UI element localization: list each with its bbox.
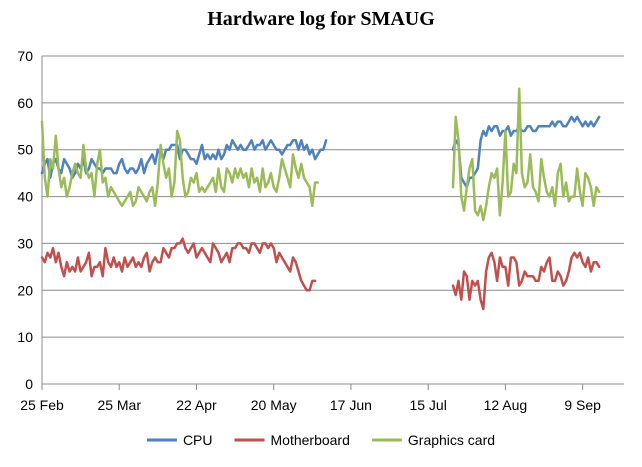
y-tick-label: 20 [17, 282, 33, 298]
legend-item-label: Motherboard [271, 432, 350, 448]
x-tick-label: 22 Apr [176, 397, 217, 413]
grid-lines [42, 55, 624, 338]
series-line-cpu [451, 115, 601, 189]
x-tick-label: 15 Jul [409, 397, 446, 413]
series-line-graphics-card [40, 120, 320, 208]
legend-item-label: Graphics card [408, 432, 495, 448]
series-line-motherboard [40, 237, 317, 292]
axes: 0 10 20 30 40 50 60 70 25 Feb 25 Mar 22 Apr 20 May 1… [17, 48, 624, 413]
series-line-motherboard [451, 251, 601, 311]
series-lines [40, 87, 601, 311]
x-tick-label: 20 May [251, 397, 297, 413]
x-tick-label: 9 Sep [564, 397, 601, 413]
chart-title: Hardware log for SMAUG [207, 8, 435, 30]
y-tick-label: 70 [17, 48, 33, 64]
y-tick-label: 50 [17, 142, 33, 158]
x-tick-label: 25 Mar [97, 397, 141, 413]
x-tick-label: 25 Feb [20, 397, 64, 413]
x-tick-label: 12 Aug [484, 397, 528, 413]
y-tick-label: 40 [17, 189, 33, 205]
legend-item-label: CPU [183, 432, 213, 448]
y-tick-label: 10 [17, 329, 33, 345]
legend: CPU Motherboard Graphics card [146, 432, 495, 448]
x-tick-label: 17 Jun [330, 397, 372, 413]
y-tick-label: 0 [25, 376, 33, 392]
y-tick-label: 60 [17, 95, 33, 111]
series-line-graphics-card [451, 87, 601, 222]
y-tick-label: 30 [17, 235, 33, 251]
series-line-cpu [40, 139, 328, 180]
